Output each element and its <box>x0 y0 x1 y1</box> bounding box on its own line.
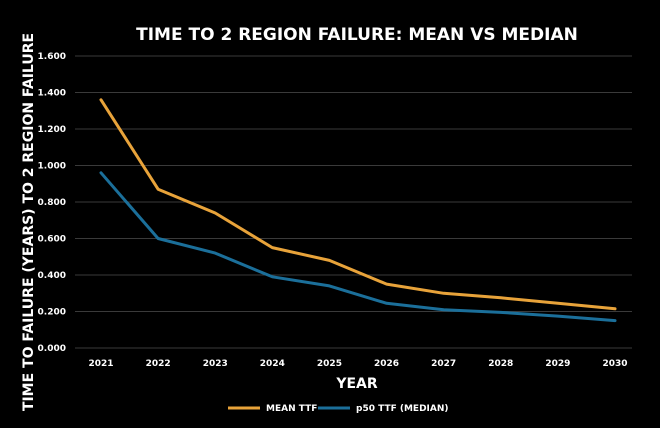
series-lines <box>99 98 617 323</box>
y-tick-label: 1.000 <box>38 162 66 172</box>
y-tick-label: 1.600 <box>38 52 66 62</box>
gridlines <box>75 55 632 349</box>
x-tick-label: 2023 <box>203 359 228 369</box>
x-axis-ticks: 2021 2022 2023 2024 2025 2026 2027 2028 2029 2030 <box>88 359 627 369</box>
x-tick-label: 2030 <box>602 359 627 369</box>
x-tick-label: 2025 <box>317 359 342 369</box>
x-tick-label: 2022 <box>146 359 171 369</box>
series-line-mean <box>99 98 617 311</box>
x-tick-label: 2028 <box>488 359 513 369</box>
y-axis-title: TIME TO FAILURE (YEARS) TO 2 REGION FAIL… <box>21 33 37 411</box>
legend: MEAN TTF p50 TTF (MEDIAN) <box>228 404 449 414</box>
x-tick-label: 2029 <box>545 359 570 369</box>
y-tick-label: 0.400 <box>38 271 66 281</box>
legend-label: MEAN TTF <box>266 404 317 414</box>
x-axis-title: YEAR <box>335 376 378 392</box>
y-axis-ticks: 0.000 0.200 0.400 0.600 0.800 1.000 1.200 1.400… <box>38 52 66 354</box>
y-tick-label: 1.400 <box>38 89 66 99</box>
chart-title: TIME TO 2 REGION FAILURE: MEAN VS MEDIAN <box>136 25 578 45</box>
y-tick-label: 0.000 <box>38 344 66 354</box>
y-tick-label: 1.200 <box>38 125 66 135</box>
x-tick-label: 2021 <box>88 359 113 369</box>
x-tick-label: 2027 <box>431 359 456 369</box>
x-tick-label: 2026 <box>374 359 399 369</box>
y-tick-label: 0.200 <box>38 308 66 318</box>
y-tick-label: 0.600 <box>38 235 66 245</box>
x-tick-label: 2024 <box>260 359 285 369</box>
series-line-median <box>99 171 617 323</box>
legend-label: p50 TTF (MEDIAN) <box>356 404 449 414</box>
y-tick-label: 0.800 <box>38 198 66 208</box>
